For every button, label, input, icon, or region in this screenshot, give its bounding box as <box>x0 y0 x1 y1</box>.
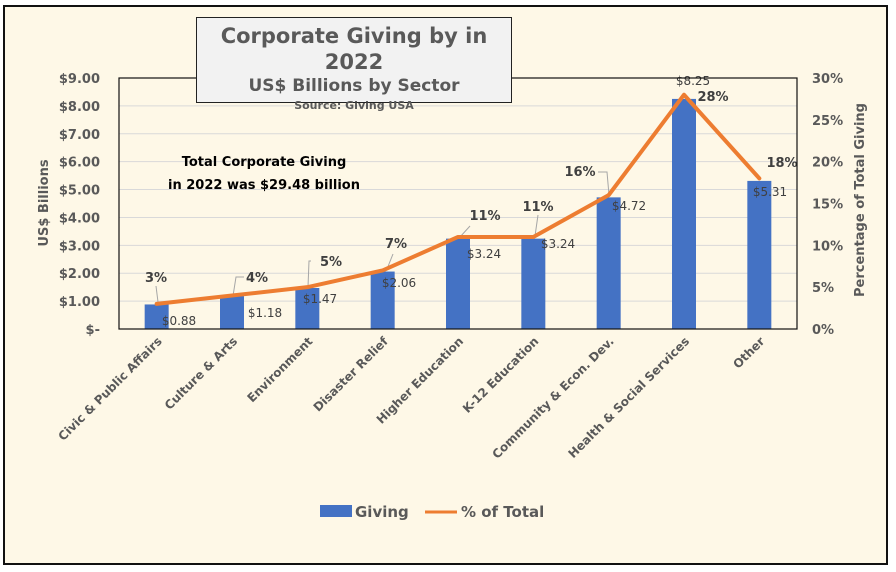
line-percent-of-total <box>154 92 762 306</box>
bar-giving <box>295 288 320 329</box>
percent-value-label: 11% <box>469 209 500 224</box>
y2-tick-label: 15% <box>812 198 843 213</box>
leader-line <box>155 285 159 303</box>
percent-value-label: 16% <box>564 165 595 180</box>
x-category-label: Community & Econ. Dev. <box>490 334 617 461</box>
y-tick-label: $2.00 <box>59 267 100 282</box>
x-category-label: Higher Education <box>374 334 466 426</box>
y2-axis-title: Percentage of Total Giving <box>853 103 868 297</box>
bar-value-label: $1.47 <box>303 292 337 306</box>
chart-source: Source: Giving USA <box>294 99 414 112</box>
bar-value-label: $5.31 <box>753 185 787 199</box>
y-tick-label: $9.00 <box>59 72 100 87</box>
percent-value-label: 28% <box>697 90 728 105</box>
bar-giving <box>521 238 546 329</box>
x-category-label: Environment <box>245 334 316 405</box>
x-category-label: Culture & Arts <box>162 334 240 412</box>
y-tick-label: $6.00 <box>59 156 100 171</box>
bar-value-label: $3.24 <box>467 247 501 261</box>
bar-value-label: $1.18 <box>248 306 282 320</box>
percent-value-label: 18% <box>766 156 797 171</box>
x-category-label: Other <box>730 334 767 371</box>
y2-tick-label: 30% <box>812 72 843 87</box>
y2-tick-label: 0% <box>812 323 834 338</box>
bar-value-label: $0.88 <box>162 314 196 328</box>
annotation-line-1: Total Corporate Giving <box>182 155 347 170</box>
legend-label-giving: Giving <box>355 503 409 521</box>
bar-value-label: $8.25 <box>676 74 710 88</box>
x-category-label: K-12 Education <box>460 334 542 416</box>
legend-label-percent: % of Total <box>461 503 544 521</box>
bars <box>144 98 772 330</box>
y2-tick-label: 10% <box>812 239 843 254</box>
y2-tick-label: 5% <box>812 281 834 296</box>
bar-value-label: $3.24 <box>541 237 575 251</box>
chart-title-box: Corporate Giving by in 2022 US$ Billions… <box>196 17 512 112</box>
x-category-label: Disaster Relief <box>311 334 392 415</box>
y2-tick-label: 25% <box>812 114 843 129</box>
bar-giving <box>672 98 696 330</box>
y-tick-label: $3.00 <box>59 239 100 254</box>
bar-value-label: $4.72 <box>612 199 646 213</box>
leader-line <box>307 260 311 288</box>
leader-line <box>232 276 244 297</box>
bar-giving <box>596 197 621 329</box>
bar-value-label: $2.06 <box>382 276 416 290</box>
chart-subtitle: US$ Billions by Sector <box>248 76 460 96</box>
y-tick-label: $- <box>86 323 100 338</box>
data-labels: $0.88 $1.18 $1.47 $2.06 $3.24 $3.24 $4.72 $8.25… <box>145 74 798 328</box>
percent-value-label: 5% <box>320 255 342 270</box>
x-category-label: Health & Social Services <box>566 334 693 461</box>
annotation-line-2: in 2022 was $29.48 billion <box>168 178 360 193</box>
bar-giving <box>370 271 395 329</box>
chart-title: Corporate Giving by in 2022 <box>220 24 488 74</box>
bar-giving <box>144 304 169 329</box>
bar-giving <box>747 180 772 329</box>
x-category-label: Civic & Public Affairs <box>56 334 165 443</box>
y-tick-label: $7.00 <box>59 128 100 143</box>
y2-tick-label: 20% <box>812 156 843 171</box>
bar-giving <box>446 238 470 329</box>
y-axis-title: US$ Billions <box>37 159 52 246</box>
y-tick-label: $1.00 <box>59 295 100 310</box>
percent-value-label: 7% <box>385 237 407 252</box>
leader-lines <box>155 171 610 303</box>
legend: Giving % of Total <box>320 503 544 521</box>
percent-value-label: 3% <box>145 271 167 286</box>
leader-line <box>598 171 610 196</box>
y-tick-label: $5.00 <box>59 184 100 199</box>
leader-line <box>534 214 539 237</box>
legend-swatch-giving <box>320 505 352 517</box>
y-tick-label: $8.00 <box>59 100 100 115</box>
percent-line <box>154 92 762 306</box>
y-tick-label: $4.00 <box>59 211 100 226</box>
bar-giving <box>220 296 244 329</box>
percent-value-label: 11% <box>522 200 553 215</box>
percent-value-label: 4% <box>246 271 268 286</box>
